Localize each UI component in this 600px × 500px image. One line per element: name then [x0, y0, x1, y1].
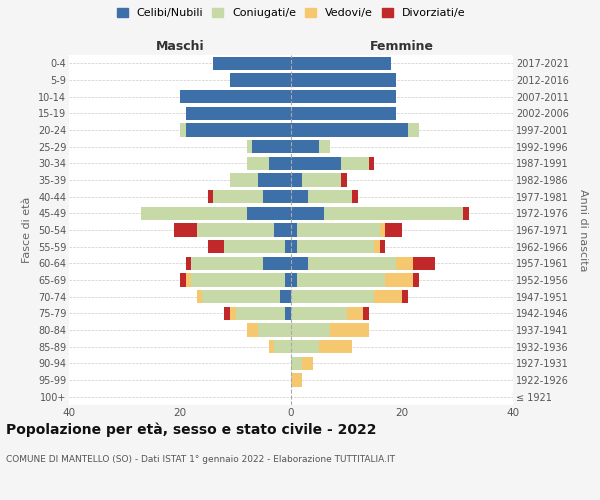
Bar: [252, 140, 291, 153]
Bar: [214, 56, 291, 70]
Bar: [175, 224, 197, 236]
Bar: [269, 340, 274, 353]
Bar: [247, 140, 252, 153]
Bar: [397, 256, 413, 270]
Bar: [208, 240, 224, 254]
Text: Maschi: Maschi: [155, 40, 205, 52]
Bar: [374, 290, 402, 304]
Bar: [402, 290, 407, 304]
Bar: [296, 224, 380, 236]
Bar: [197, 224, 274, 236]
Bar: [463, 206, 469, 220]
Bar: [291, 274, 296, 286]
Bar: [385, 274, 413, 286]
Bar: [347, 306, 363, 320]
Bar: [263, 256, 291, 270]
Bar: [230, 174, 258, 186]
Bar: [185, 124, 291, 136]
Bar: [407, 124, 419, 136]
Bar: [291, 240, 296, 254]
Bar: [296, 240, 374, 254]
Bar: [291, 174, 302, 186]
Bar: [224, 306, 230, 320]
Text: Popolazione per età, sesso e stato civile - 2022: Popolazione per età, sesso e stato civil…: [6, 422, 377, 437]
Bar: [286, 306, 291, 320]
Bar: [319, 140, 330, 153]
Bar: [191, 274, 286, 286]
Bar: [291, 74, 397, 86]
Bar: [291, 324, 330, 336]
Bar: [185, 256, 191, 270]
Bar: [258, 174, 291, 186]
Bar: [291, 306, 347, 320]
Bar: [319, 340, 352, 353]
Y-axis label: Fasce di età: Fasce di età: [22, 197, 32, 263]
Bar: [180, 124, 185, 136]
Bar: [341, 174, 347, 186]
Bar: [380, 224, 385, 236]
Bar: [230, 306, 235, 320]
Bar: [291, 206, 325, 220]
Bar: [291, 190, 308, 203]
Bar: [308, 256, 397, 270]
Bar: [291, 56, 391, 70]
Bar: [374, 240, 380, 254]
Bar: [247, 206, 291, 220]
Text: COMUNE DI MANTELLO (SO) - Dati ISTAT 1° gennaio 2022 - Elaborazione TUTTITALIA.I: COMUNE DI MANTELLO (SO) - Dati ISTAT 1° …: [6, 455, 395, 464]
Legend: Celibi/Nubili, Coniugati/e, Vedovi/e, Divorziati/e: Celibi/Nubili, Coniugati/e, Vedovi/e, Di…: [116, 8, 466, 18]
Bar: [274, 224, 291, 236]
Bar: [291, 124, 407, 136]
Bar: [286, 240, 291, 254]
Bar: [291, 106, 397, 120]
Bar: [197, 290, 202, 304]
Bar: [202, 290, 280, 304]
Bar: [413, 256, 436, 270]
Bar: [185, 106, 291, 120]
Bar: [302, 356, 313, 370]
Bar: [291, 356, 302, 370]
Bar: [363, 306, 368, 320]
Bar: [280, 290, 291, 304]
Bar: [296, 274, 385, 286]
Bar: [191, 256, 263, 270]
Bar: [308, 190, 352, 203]
Bar: [385, 224, 402, 236]
Bar: [330, 324, 369, 336]
Bar: [185, 274, 191, 286]
Bar: [274, 340, 291, 353]
Bar: [325, 206, 463, 220]
Text: Femmine: Femmine: [370, 40, 434, 52]
Bar: [302, 174, 341, 186]
Bar: [263, 190, 291, 203]
Bar: [380, 240, 385, 254]
Bar: [413, 274, 419, 286]
Bar: [291, 156, 341, 170]
Bar: [352, 190, 358, 203]
Bar: [286, 274, 291, 286]
Bar: [269, 156, 291, 170]
Bar: [247, 324, 258, 336]
Bar: [291, 340, 319, 353]
Bar: [180, 90, 291, 104]
Bar: [341, 156, 368, 170]
Bar: [291, 374, 302, 386]
Bar: [235, 306, 286, 320]
Y-axis label: Anni di nascita: Anni di nascita: [578, 188, 588, 271]
Bar: [258, 324, 291, 336]
Bar: [291, 90, 397, 104]
Bar: [141, 206, 247, 220]
Bar: [291, 224, 296, 236]
Bar: [214, 190, 263, 203]
Bar: [291, 256, 308, 270]
Bar: [291, 290, 374, 304]
Bar: [230, 74, 291, 86]
Bar: [291, 140, 319, 153]
Bar: [247, 156, 269, 170]
Bar: [208, 190, 214, 203]
Bar: [180, 274, 185, 286]
Bar: [369, 156, 374, 170]
Bar: [224, 240, 286, 254]
